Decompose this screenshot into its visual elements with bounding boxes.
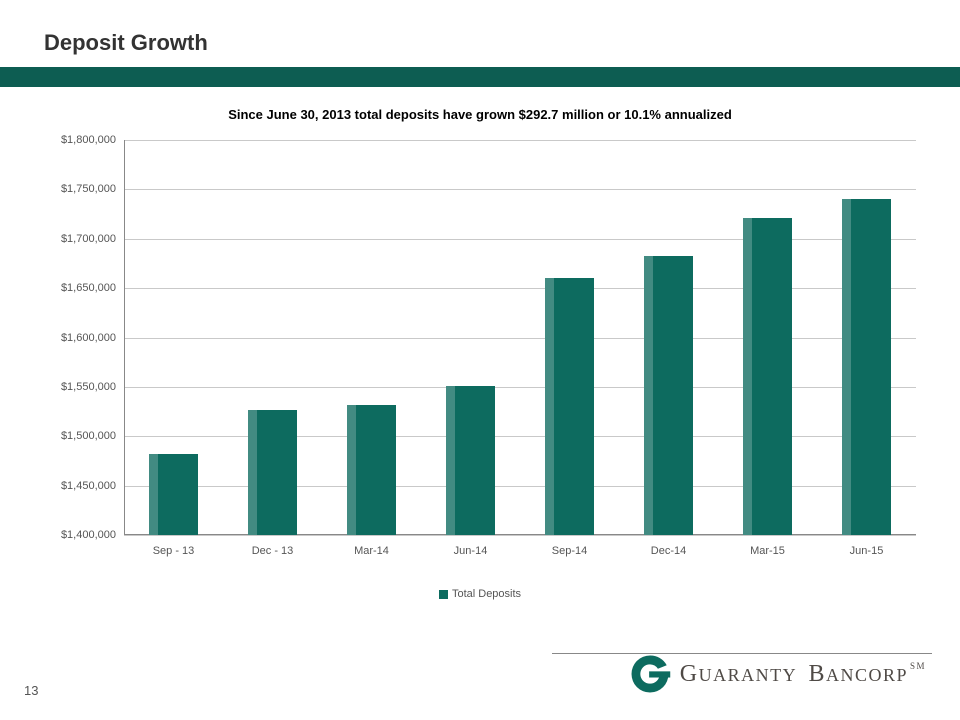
- bar: [248, 410, 298, 535]
- logo-text: GUARANTY BANCORPSM: [680, 661, 926, 688]
- bar-highlight: [644, 256, 653, 535]
- bar: [347, 405, 397, 535]
- y-axis-label: $1,650,000: [36, 282, 116, 294]
- y-axis-label: $1,400,000: [36, 529, 116, 541]
- y-axis-label: $1,750,000: [36, 183, 116, 195]
- x-axis-label: Sep-14: [552, 545, 587, 557]
- guaranty-g-icon: [628, 652, 672, 696]
- page-number: 13: [24, 683, 38, 698]
- bar: [743, 218, 793, 535]
- y-axis-label: $1,550,000: [36, 381, 116, 393]
- bar-highlight: [743, 218, 752, 535]
- y-axis-label: $1,450,000: [36, 480, 116, 492]
- title-bar: [0, 67, 960, 87]
- x-axis-label: Mar-15: [750, 545, 785, 557]
- y-axis-label: $1,600,000: [36, 332, 116, 344]
- x-axis-label: Mar-14: [354, 545, 389, 557]
- legend-label: Total Deposits: [452, 588, 521, 600]
- legend-swatch: [439, 590, 448, 599]
- x-axis-label: Sep - 13: [153, 545, 195, 557]
- chart-subtitle: Since June 30, 2013 total deposits have …: [0, 107, 960, 122]
- x-axis-label: Dec - 13: [252, 545, 294, 557]
- slide: Deposit Growth Since June 30, 2013 total…: [0, 0, 960, 720]
- bar: [842, 199, 892, 535]
- bar-highlight: [545, 278, 554, 535]
- bar-highlight: [149, 454, 158, 535]
- x-axis-label: Jun-14: [454, 545, 488, 557]
- chart-legend: Total Deposits: [0, 588, 960, 600]
- bar: [149, 454, 199, 535]
- bar-highlight: [446, 386, 455, 535]
- bar: [446, 386, 496, 535]
- bar-highlight: [248, 410, 257, 535]
- company-logo: GUARANTY BANCORPSM: [628, 652, 926, 696]
- deposit-chart: $1,400,000$1,450,000$1,500,000$1,550,000…: [44, 130, 916, 570]
- bar: [545, 278, 595, 535]
- bar-highlight: [347, 405, 356, 535]
- x-axis-label: Jun-15: [850, 545, 884, 557]
- gridline: [124, 535, 916, 536]
- y-axis-label: $1,700,000: [36, 233, 116, 245]
- bar: [644, 256, 694, 535]
- y-axis-label: $1,500,000: [36, 430, 116, 442]
- y-axis-label: $1,800,000: [36, 134, 116, 146]
- page-title: Deposit Growth: [44, 30, 208, 56]
- x-axis-label: Dec-14: [651, 545, 686, 557]
- plot-area: [124, 140, 916, 535]
- bars-group: [124, 140, 916, 535]
- bar-highlight: [842, 199, 851, 535]
